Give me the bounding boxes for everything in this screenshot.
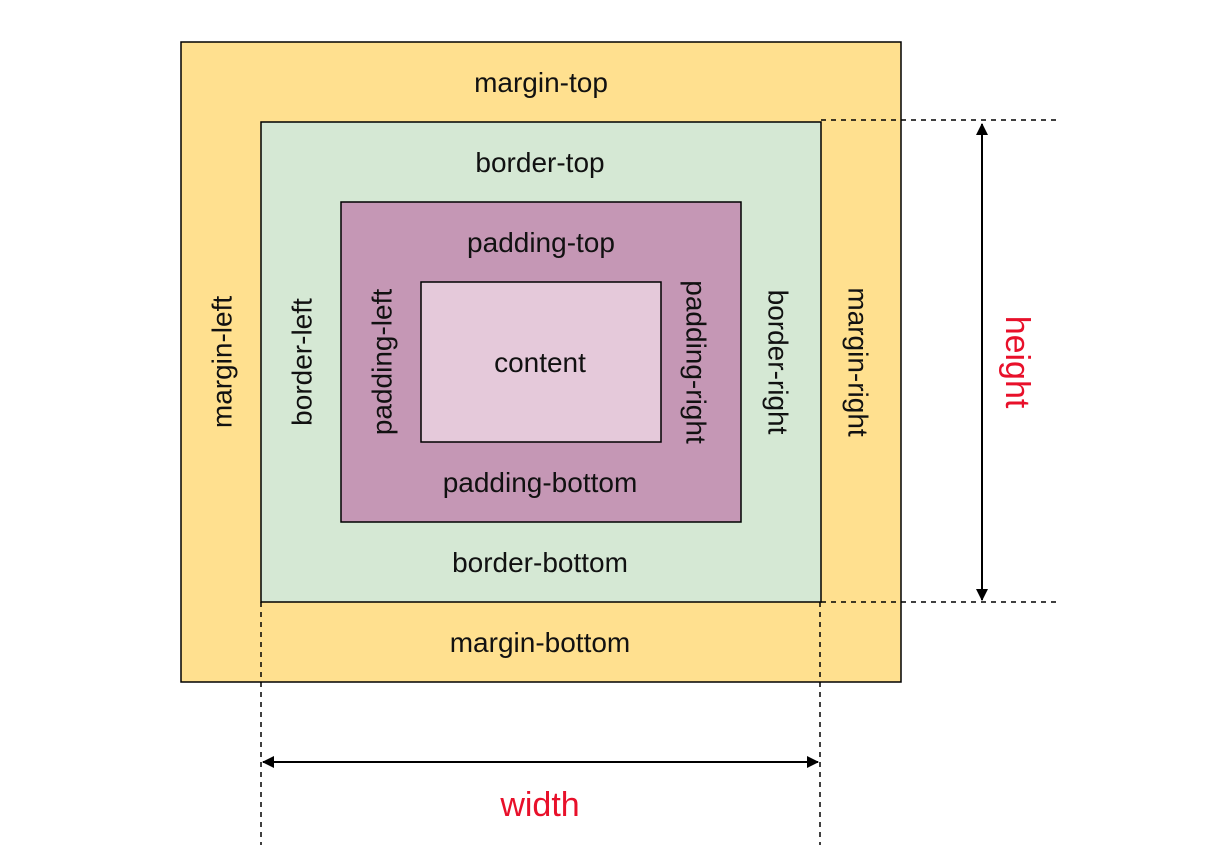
padding-top-label: padding-top: [467, 227, 615, 258]
padding-bottom-label: padding-bottom: [443, 467, 638, 498]
margin-left-label: margin-left: [207, 296, 238, 428]
content-label: content: [494, 347, 586, 378]
border-right-label: border-right: [763, 290, 794, 435]
padding-right-label: padding-right: [681, 280, 712, 444]
content-box: [420, 281, 662, 443]
border-left-label: border-left: [287, 298, 318, 426]
margin-bottom-label: margin-bottom: [450, 627, 631, 658]
height-label: height: [998, 316, 1036, 409]
margin-right-label: margin-right: [843, 287, 874, 437]
margin-top-label: margin-top: [474, 67, 608, 98]
border-bottom-label: border-bottom: [452, 547, 628, 578]
padding-left-label: padding-left: [367, 289, 398, 436]
border-top-label: border-top: [475, 147, 604, 178]
width-label: width: [499, 786, 579, 824]
